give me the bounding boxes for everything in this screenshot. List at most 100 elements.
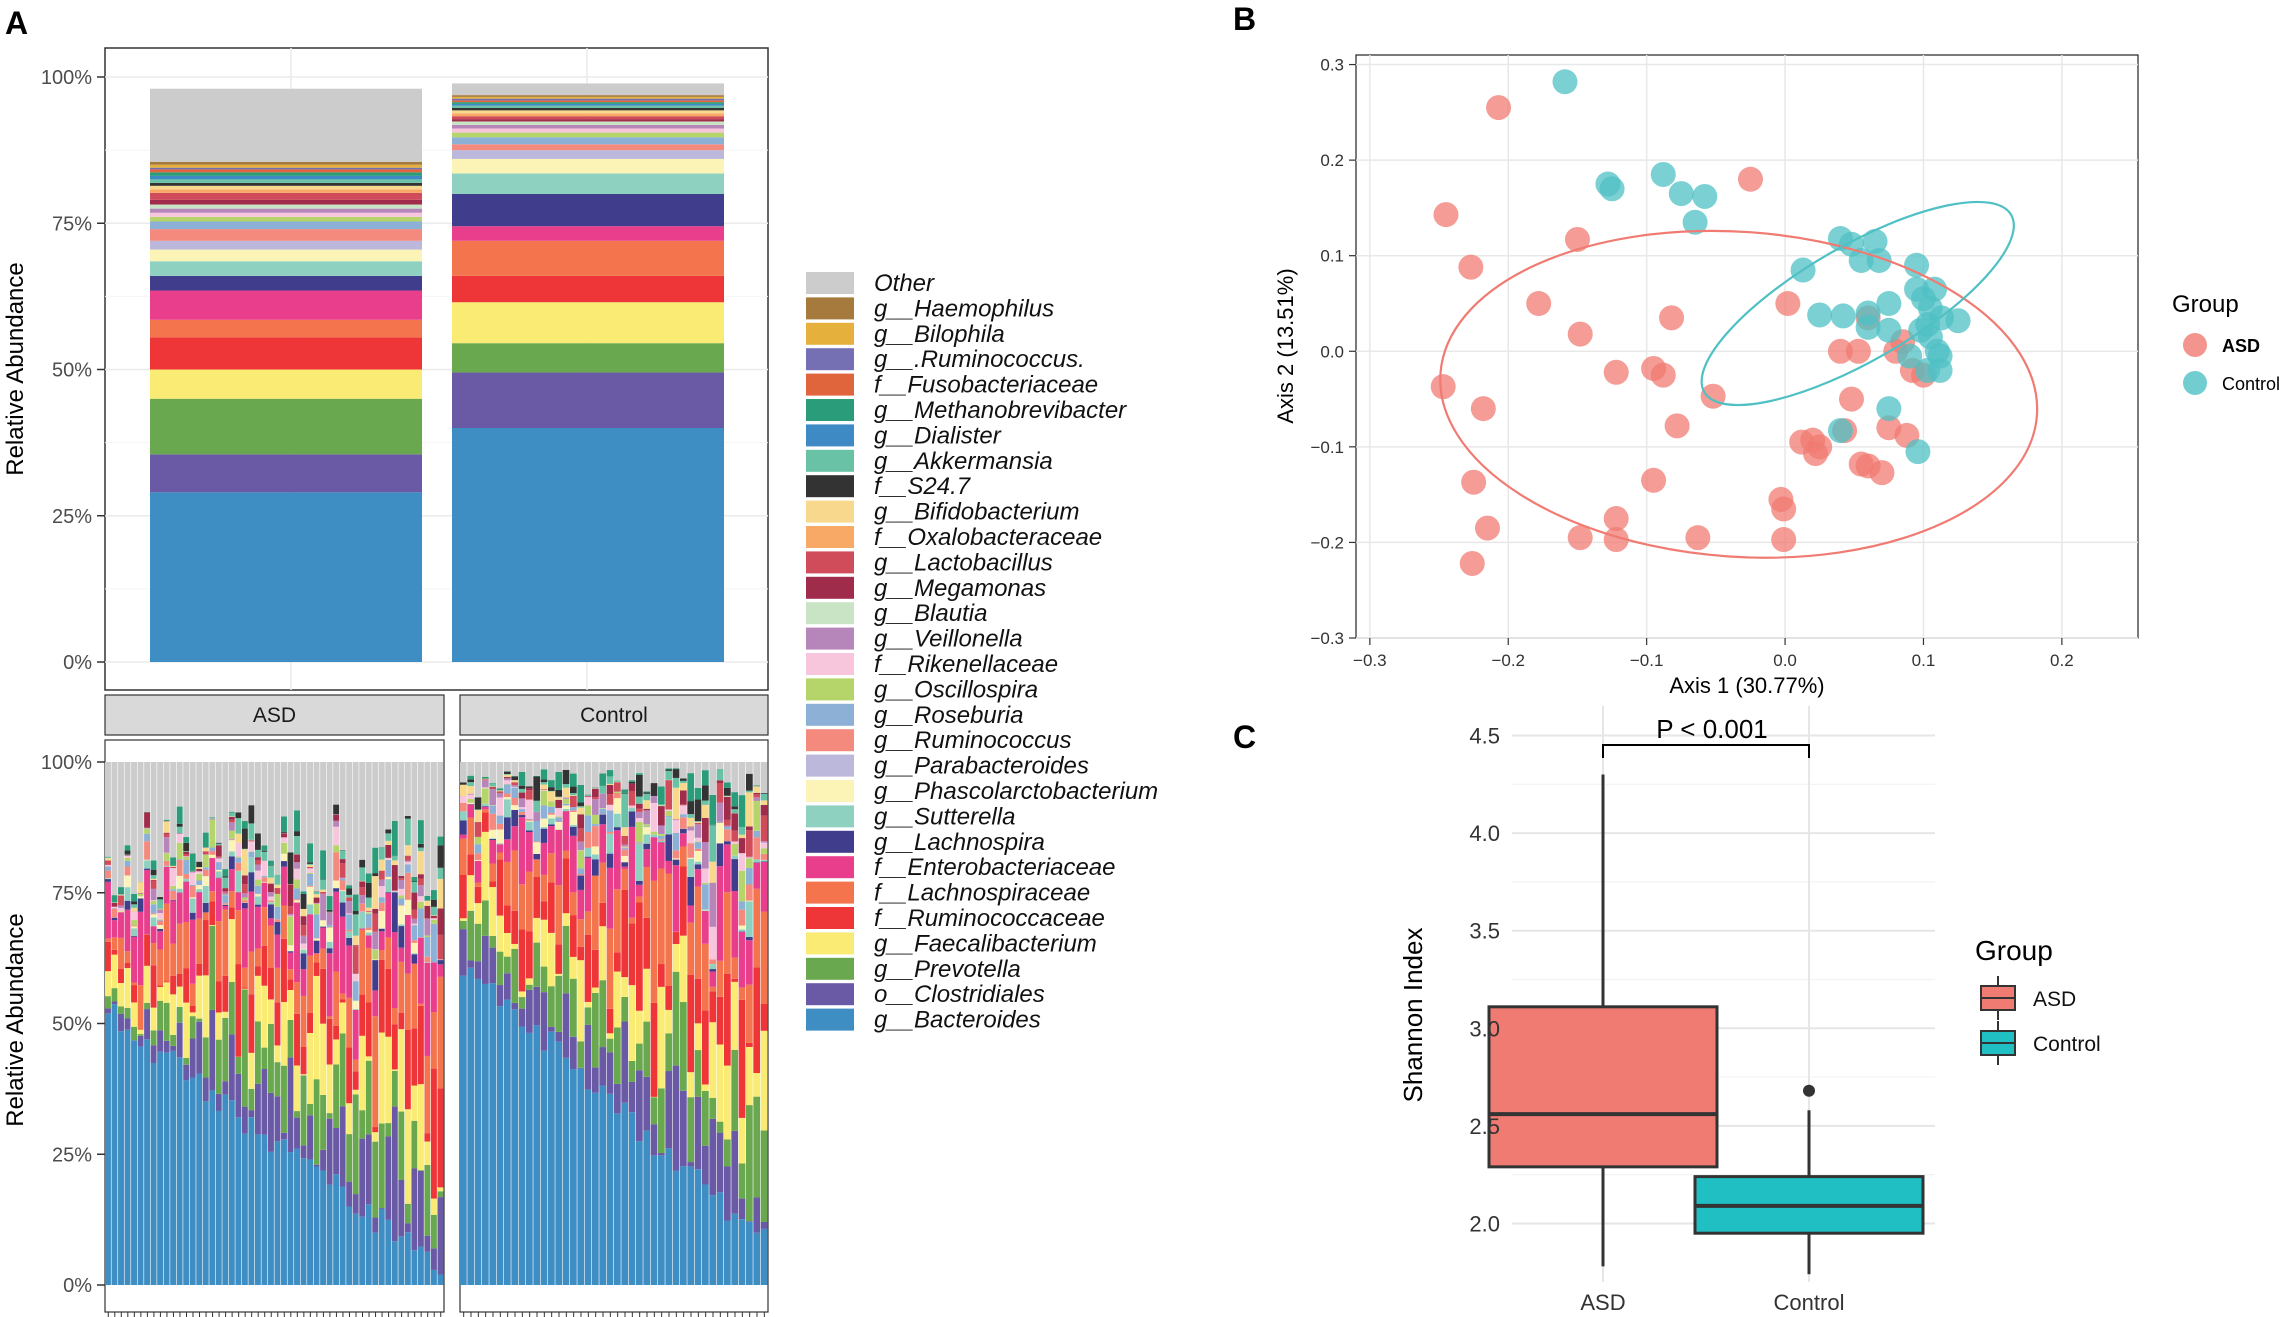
- sample-bar-segment: [274, 1141, 281, 1285]
- sample-bar-segment: [215, 842, 222, 844]
- sample-bar-segment: [274, 967, 281, 1003]
- sample-bar-segment: [176, 859, 183, 860]
- sample-bar-segment: [320, 879, 327, 890]
- sample-bar-segment: [105, 864, 111, 867]
- sample-bar-segment: [398, 924, 405, 927]
- pcoa-point-asd: [1771, 527, 1797, 553]
- sample-bar-segment: [570, 915, 577, 957]
- sample-bar-segment: [365, 897, 372, 908]
- sample-bar-segment: [307, 843, 314, 863]
- sample-bar-segment: [694, 1169, 702, 1285]
- sample-bar-segment: [248, 891, 255, 952]
- sample-bar-segment: [183, 1080, 190, 1285]
- sample-bar-segment: [694, 861, 702, 865]
- sample-bar-segment: [313, 1166, 320, 1285]
- sample-bar-segment: [248, 805, 255, 824]
- sample-bar-segment: [724, 825, 731, 827]
- legend-label: f__Oxalobacteraceae: [874, 524, 1102, 551]
- sample-bar-segment: [157, 913, 164, 920]
- sample-bar-segment: [540, 874, 548, 902]
- sample-bar-segment: [163, 1052, 170, 1285]
- sample-bar-segment: [606, 1008, 614, 1034]
- pcoa-point-control: [1862, 228, 1888, 254]
- sample-bar-segment: [738, 931, 746, 932]
- legend-swatch: [806, 526, 854, 548]
- sample-bar-segment: [672, 850, 680, 859]
- sample-bar-segment: [753, 801, 761, 831]
- sample-bar-segment: [614, 827, 621, 831]
- sample-bar-segment: [760, 1228, 768, 1285]
- sample-bar-segment: [222, 1094, 229, 1285]
- sample-bar-segment: [378, 1123, 385, 1209]
- sample-bar-segment: [694, 1023, 702, 1051]
- sample-bar-segment: [738, 999, 746, 1118]
- pcoa-legend-control-marker: [2183, 371, 2207, 395]
- sample-bar-segment: [496, 823, 504, 830]
- sample-bar-segment: [150, 762, 157, 861]
- sample-bar-segment: [254, 879, 261, 886]
- sample-bar-segment: [235, 818, 242, 834]
- sample-bar-segment: [636, 884, 643, 897]
- pcoa-point-asd: [1641, 467, 1667, 493]
- sample-bar-segment: [274, 1062, 281, 1097]
- sample-bar-segment: [430, 923, 437, 963]
- sample-bar-segment: [643, 1076, 651, 1131]
- summary-bar-segment-asd: [150, 398, 422, 455]
- summary-bar-segment-control: [452, 116, 724, 120]
- legend-swatch: [806, 932, 854, 955]
- sample-bar-segment: [202, 854, 209, 868]
- sample-bar-segment: [222, 869, 229, 877]
- legend-label: f__S24.7: [874, 473, 972, 500]
- sample-bar-segment: [131, 982, 137, 986]
- sample-bar-segment: [504, 797, 511, 800]
- sample-bar-segment: [540, 779, 548, 783]
- sample-bar-segment: [144, 841, 151, 860]
- summary-bar-segment-asd: [150, 204, 422, 209]
- sample-bar-segment: [760, 1030, 768, 1131]
- sample-bar-segment: [111, 902, 118, 907]
- sample-bar-segment: [577, 1068, 585, 1285]
- facet-label-asd: ASD: [253, 704, 296, 727]
- summary-bar-segment-control: [452, 105, 724, 109]
- sample-bar-segment: [687, 830, 695, 844]
- sample-bar-segment: [378, 879, 385, 887]
- sample-bar-segment: [254, 849, 261, 858]
- sample-bar-segment: [124, 963, 131, 969]
- sample-bar-segment: [320, 920, 327, 927]
- sample-bar-segment: [753, 1197, 761, 1233]
- sample-bar-segment: [430, 890, 437, 900]
- sample-bar-segment: [724, 1166, 731, 1221]
- pcoa-point-asd: [1603, 359, 1629, 385]
- sample-bar-segment: [274, 934, 281, 968]
- sample-bar-segment: [694, 823, 702, 825]
- sample-bar-segment: [385, 1036, 392, 1124]
- sample-bar-segment: [352, 894, 359, 911]
- legend-label: f__Ruminococcaceae: [874, 905, 1105, 932]
- sample-bar-segment: [628, 781, 636, 784]
- sample-bar-segment: [300, 891, 307, 894]
- sample-bar-segment: [621, 855, 629, 863]
- sample-bar-segment: [372, 949, 379, 960]
- sample-bar-segment: [621, 849, 629, 856]
- legend-label: g__Dialister: [874, 422, 1002, 449]
- sample-bar-segment: [144, 827, 151, 829]
- sample-bar-segment: [694, 821, 702, 823]
- legend-swatch: [806, 373, 854, 396]
- sample-bar-segment: [124, 1018, 131, 1030]
- sample-bar-segment: [584, 805, 592, 816]
- sample-bar-segment: [124, 855, 131, 858]
- sample-bar-segment: [209, 819, 216, 848]
- sample-bar-segment: [254, 885, 261, 894]
- sample-bar-segment: [398, 1236, 405, 1285]
- sample-bar-segment: [731, 843, 739, 856]
- sample-bar-segment: [548, 1026, 555, 1032]
- sample-bar-segment: [437, 1088, 444, 1188]
- sample-bar-segment: [144, 1002, 151, 1010]
- summary-bar-segment-control: [452, 240, 724, 276]
- sample-bar-segment: [760, 861, 768, 912]
- sample-bar-segment: [577, 785, 585, 803]
- sample-bar-segment: [241, 828, 248, 849]
- sample-bar-segment: [176, 823, 183, 827]
- sample-bar-segment: [404, 872, 411, 900]
- sample-bar-segment: [738, 925, 746, 930]
